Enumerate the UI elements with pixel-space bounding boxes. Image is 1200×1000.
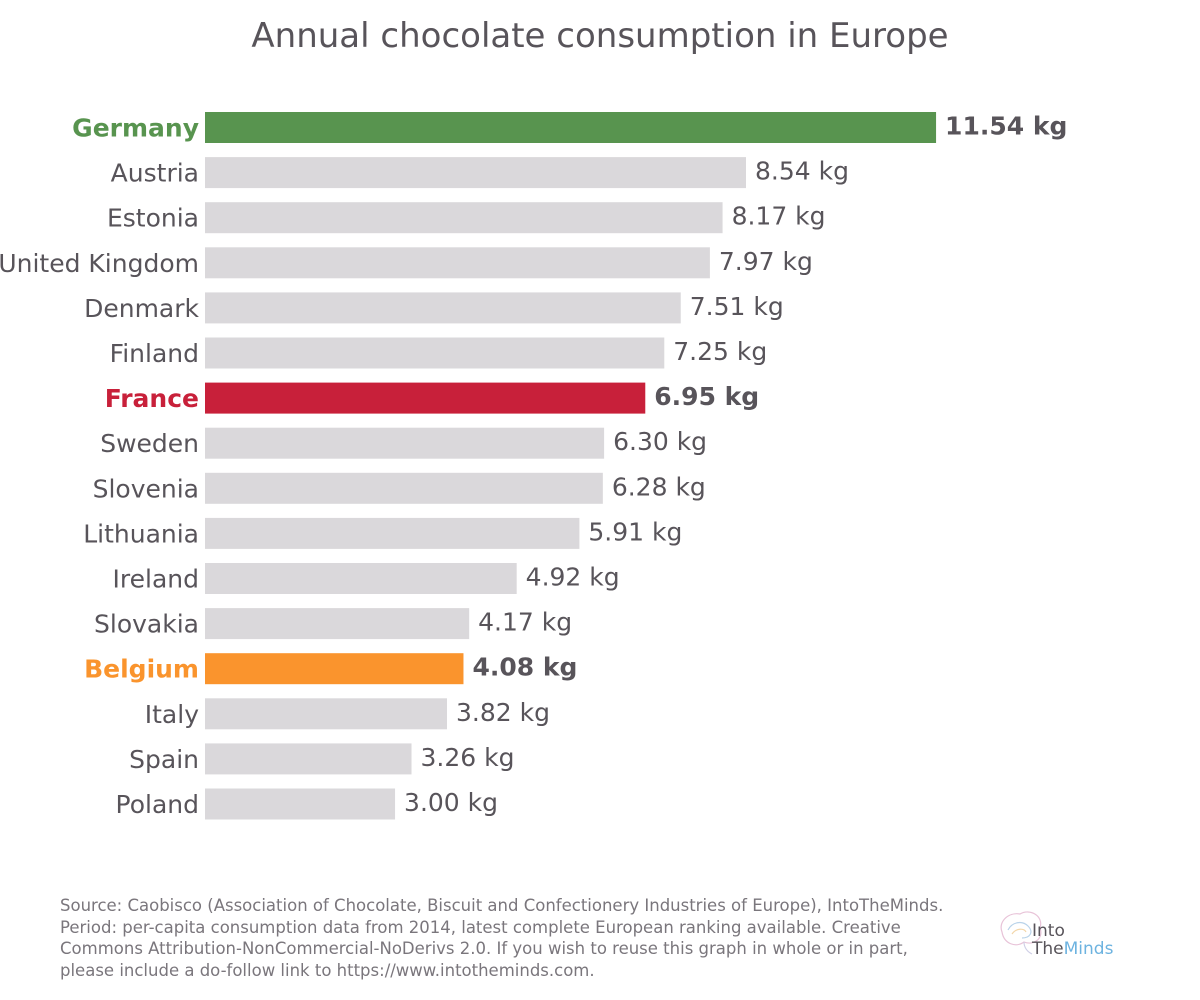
bar-slovakia: [205, 608, 470, 640]
bar-germany: [205, 112, 937, 143]
category-label-slovakia: Slovakia: [94, 610, 199, 639]
bar-spain: [205, 743, 412, 775]
value-label-poland: 3.00 kg: [404, 788, 498, 817]
bar-lithuania: [205, 517, 580, 549]
value-label-finland: 7.25 kg: [673, 337, 767, 366]
category-label-united-kingdom: United Kingdom: [0, 249, 199, 278]
bar-ireland: [205, 563, 517, 594]
bar-belgium: [205, 653, 464, 685]
bar-austria: [205, 157, 747, 189]
value-label-austria: 8.54 kg: [755, 157, 849, 186]
value-label-germany: 11.54 kg: [945, 112, 1067, 141]
value-label-slovakia: 4.17 kg: [478, 608, 572, 637]
value-label-sweden: 6.30 kg: [613, 427, 707, 456]
bar-poland: [205, 788, 396, 820]
category-label-austria: Austria: [111, 159, 199, 188]
category-label-italy: Italy: [145, 700, 199, 729]
value-label-slovenia: 6.28 kg: [612, 472, 706, 501]
category-label-poland: Poland: [116, 790, 199, 819]
category-label-estonia: Estonia: [107, 204, 199, 233]
bar-france: [205, 382, 646, 414]
category-label-france: France: [105, 384, 199, 413]
category-label-denmark: Denmark: [84, 294, 199, 323]
category-label-finland: Finland: [110, 339, 199, 368]
intotheminds-logo: Into TheMinds: [1000, 911, 1114, 959]
category-label-ireland: Ireland: [113, 565, 199, 594]
value-label-italy: 3.82 kg: [456, 698, 550, 727]
bar-italy: [205, 698, 447, 730]
brain-icon: [1000, 911, 1042, 955]
category-label-sweden: Sweden: [100, 429, 199, 458]
logo-text-minds: Minds: [1064, 939, 1114, 959]
value-label-denmark: 7.51 kg: [690, 292, 784, 321]
category-label-lithuania: Lithuania: [83, 519, 199, 548]
category-label-germany: Germany: [72, 114, 199, 143]
category-label-spain: Spain: [129, 745, 199, 774]
category-label-slovenia: Slovenia: [93, 474, 199, 503]
category-label-belgium: Belgium: [84, 655, 199, 684]
value-label-spain: 3.26 kg: [421, 743, 515, 772]
value-label-estonia: 8.17 kg: [732, 202, 826, 231]
logo-text-theminds: TheMinds: [1031, 939, 1114, 959]
value-label-lithuania: 5.91 kg: [588, 517, 682, 546]
bar-sweden: [205, 427, 605, 459]
source-note: Source: Caobisco (Association of Chocola…: [60, 896, 944, 980]
logo-text-the: The: [1031, 939, 1064, 959]
value-label-france: 6.95 kg: [654, 382, 759, 411]
value-label-ireland: 4.92 kg: [526, 563, 620, 592]
logo-text-into: Into: [1032, 921, 1065, 941]
value-label-united-kingdom: 7.97 kg: [719, 247, 813, 276]
bar-denmark: [205, 292, 681, 324]
bar-estonia: [205, 202, 723, 234]
value-label-belgium: 4.08 kg: [472, 653, 577, 682]
bar-united-kingdom: [205, 247, 710, 279]
bars-group: Germany 11.54 kg Austria 8.54 kg Estonia 8.17…: [0, 112, 1067, 820]
chart-title: Annual chocolate consumption in Europe: [251, 16, 948, 56]
bar-slovenia: [205, 472, 603, 504]
bar-finland: [205, 337, 665, 369]
